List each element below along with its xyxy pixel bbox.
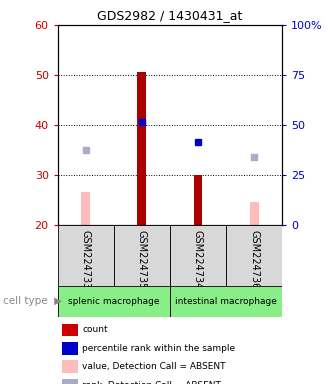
Bar <box>170 225 226 286</box>
Bar <box>249 202 259 225</box>
Text: percentile rank within the sample: percentile rank within the sample <box>82 344 236 353</box>
Text: value, Detection Call = ABSENT: value, Detection Call = ABSENT <box>82 362 226 371</box>
Text: GSM224735: GSM224735 <box>137 230 147 289</box>
Bar <box>193 175 203 225</box>
Bar <box>137 73 147 225</box>
Bar <box>114 225 170 286</box>
Bar <box>58 225 114 286</box>
Bar <box>58 286 170 317</box>
Bar <box>170 286 282 317</box>
Bar <box>137 73 147 225</box>
Text: splenic macrophage: splenic macrophage <box>68 297 160 306</box>
Bar <box>193 175 203 225</box>
Bar <box>226 225 282 286</box>
Text: cell type  ▶: cell type ▶ <box>3 296 62 306</box>
Text: GSM224736: GSM224736 <box>249 230 259 289</box>
Text: rank, Detection Call = ABSENT: rank, Detection Call = ABSENT <box>82 381 221 384</box>
Text: count: count <box>82 325 108 334</box>
Text: GSM224734: GSM224734 <box>193 230 203 289</box>
Text: GSM224733: GSM224733 <box>81 230 91 289</box>
Title: GDS2982 / 1430431_at: GDS2982 / 1430431_at <box>97 9 243 22</box>
Text: intestinal macrophage: intestinal macrophage <box>175 297 277 306</box>
Bar <box>81 192 90 225</box>
